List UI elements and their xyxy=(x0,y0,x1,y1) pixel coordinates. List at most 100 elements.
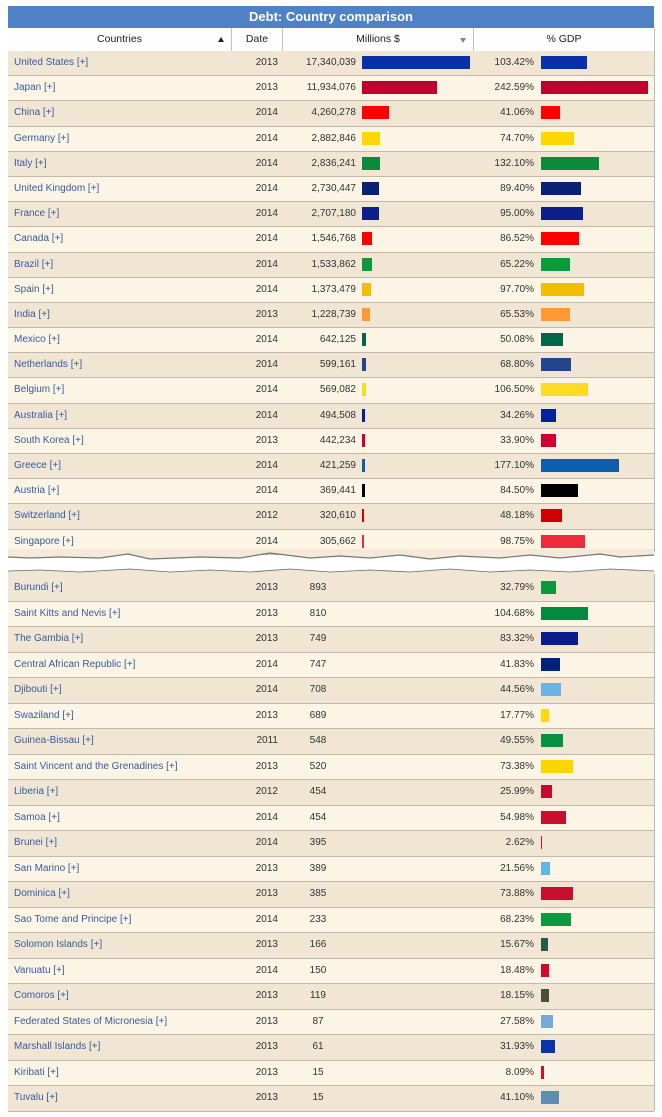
millions-cell: 305,662 xyxy=(319,535,356,547)
date-cell: 2014 xyxy=(255,258,278,270)
country-link[interactable]: Australia [+] xyxy=(14,409,68,421)
country-link[interactable]: Netherlands [+] xyxy=(14,359,83,371)
gdp-bar xyxy=(541,358,571,372)
country-link[interactable]: Canada [+] xyxy=(14,233,64,245)
country-link[interactable]: Singapore [+] xyxy=(14,535,74,547)
country-link[interactable]: Liberia [+] xyxy=(14,786,59,797)
table-row: Kiribati [+] 2013 15 8.09% xyxy=(8,1060,654,1086)
country-link[interactable]: France [+] xyxy=(14,208,60,220)
millions-bar xyxy=(362,534,364,548)
country-link[interactable]: Saint Kitts and Nevis [+] xyxy=(14,607,121,619)
table-row: Swaziland [+] 2013 689 17.77% xyxy=(8,703,654,729)
table-row: Brunei [+] 2014 395 2.62% xyxy=(8,831,654,857)
date-cell: 2014 xyxy=(255,658,278,670)
millions-cell: 17,340,039 xyxy=(305,57,356,68)
table-row: Vanuatu [+] 2014 150 18.48% xyxy=(8,958,654,984)
country-link[interactable]: Switzerland [+] xyxy=(14,510,80,522)
country-link[interactable]: Saint Vincent and the Grenadines [+] xyxy=(14,760,178,772)
table-row: Marshall Islands [+] 2013 61 31.93% xyxy=(8,1035,654,1061)
millions-cell: 369,441 xyxy=(319,485,356,497)
country-link[interactable]: Japan [+] xyxy=(14,82,56,94)
sort-descending-icon xyxy=(460,38,466,43)
table-row: China [+] 2014 4,260,278 41.06% xyxy=(8,101,654,127)
column-header-gdp[interactable]: % GDP xyxy=(474,28,654,51)
date-cell: 2014 xyxy=(255,684,278,695)
gdp-bar xyxy=(541,56,587,69)
country-link[interactable]: Greece [+] xyxy=(14,460,61,471)
millions-bar xyxy=(362,307,370,321)
country-link[interactable]: Kiribati [+] xyxy=(14,1066,59,1078)
country-link[interactable]: Swaziland [+] xyxy=(14,709,74,721)
country-link[interactable]: Belgium [+] xyxy=(14,384,65,396)
country-link[interactable]: Dominica [+] xyxy=(14,888,70,899)
date-cell: 2013 xyxy=(255,990,278,1001)
country-link[interactable]: Samoa [+] xyxy=(14,811,60,823)
gdp-bar xyxy=(541,759,573,773)
table-right-border xyxy=(654,28,655,552)
country-link[interactable]: Italy [+] xyxy=(14,157,47,169)
torn-edge-top xyxy=(7,549,655,560)
country-link[interactable]: Marshall Islands [+] xyxy=(14,1041,101,1052)
country-link[interactable]: Comoros [+] xyxy=(14,990,69,1001)
gdp-cell: 44.56% xyxy=(500,684,534,695)
table-row: United States [+] 2013 17,340,039 103.42% xyxy=(8,51,654,77)
table-row: Austria [+] 2014 369,441 84.50% xyxy=(8,479,654,505)
gdp-bar xyxy=(541,606,588,620)
gdp-cell: 49.55% xyxy=(500,735,534,746)
date-cell: 2013 xyxy=(255,607,278,619)
country-link[interactable]: Austria [+] xyxy=(14,485,60,497)
country-link[interactable]: China [+] xyxy=(14,107,55,119)
country-link[interactable]: Tuvalu [+] xyxy=(14,1092,58,1103)
column-header-date[interactable]: Date xyxy=(232,28,283,51)
country-link[interactable]: Sao Tome and Principe [+] xyxy=(14,913,132,925)
table-row: Canada [+] 2014 1,546,768 86.52% xyxy=(8,227,654,253)
gdp-bar xyxy=(541,810,566,824)
gdp-bar xyxy=(541,912,571,926)
date-cell: 2013 xyxy=(255,888,278,899)
date-cell: 2014 xyxy=(255,107,278,119)
gdp-cell: 18.15% xyxy=(500,990,534,1001)
millions-cell: 689 xyxy=(309,709,327,721)
country-link[interactable]: Djibouti [+] xyxy=(14,684,62,695)
table-row: San Marino [+] 2013 389 21.56% xyxy=(8,856,654,882)
table-body-bottom: Burundi [+] 2013 893 32.79% Saint Kitts and … xyxy=(8,576,654,1112)
country-link[interactable]: South Korea [+] xyxy=(14,434,84,446)
table-row: India [+] 2013 1,228,739 65.53% xyxy=(8,302,654,329)
millions-cell: 599,161 xyxy=(319,359,356,371)
table-row: Tuvalu [+] 2013 15 41.10% xyxy=(8,1086,654,1112)
country-link[interactable]: Brunei [+] xyxy=(14,837,58,848)
date-cell: 2014 xyxy=(255,811,278,823)
column-header-countries[interactable]: Countries xyxy=(8,28,232,51)
millions-cell: 893 xyxy=(309,582,327,593)
country-link[interactable]: United Kingdom [+] xyxy=(14,182,100,194)
millions-cell: 15 xyxy=(312,1066,324,1078)
date-cell: 2014 xyxy=(255,837,278,848)
country-link[interactable]: Vanuatu [+] xyxy=(14,964,65,976)
country-link[interactable]: Spain [+] xyxy=(14,283,54,295)
date-cell: 2013 xyxy=(255,1092,278,1103)
country-link[interactable]: Central African Republic [+] xyxy=(14,658,136,670)
column-label: Millions $ xyxy=(356,33,400,45)
gdp-bar xyxy=(541,938,548,951)
millions-bar xyxy=(362,408,365,422)
country-link[interactable]: India [+] xyxy=(14,308,50,320)
country-link[interactable]: Burundi [+] xyxy=(14,582,63,593)
country-link[interactable]: United States [+] xyxy=(14,57,89,68)
gdp-cell: 50.08% xyxy=(500,334,534,346)
date-cell: 2014 xyxy=(255,384,278,396)
country-link[interactable]: Federated States of Micronesia [+] xyxy=(14,1015,168,1027)
column-header-millions[interactable]: Millions $ xyxy=(283,28,474,51)
country-link[interactable]: San Marino [+] xyxy=(14,862,80,874)
country-link[interactable]: Mexico [+] xyxy=(14,334,60,346)
gdp-cell: 41.83% xyxy=(500,658,534,670)
country-link[interactable]: Guinea-Bissau [+] xyxy=(14,735,94,746)
gdp-bar xyxy=(541,887,573,900)
date-cell: 2013 xyxy=(255,862,278,874)
date-cell: 2014 xyxy=(255,359,278,371)
country-link[interactable]: Germany [+] xyxy=(14,132,70,144)
country-link[interactable]: The Gambia [+] xyxy=(14,633,84,644)
country-link[interactable]: Brazil [+] xyxy=(14,258,54,270)
table-row: Australia [+] 2014 494,508 34.26% xyxy=(8,403,654,429)
country-link[interactable]: Solomon Islands [+] xyxy=(14,939,103,950)
gdp-cell: 68.80% xyxy=(500,359,534,371)
